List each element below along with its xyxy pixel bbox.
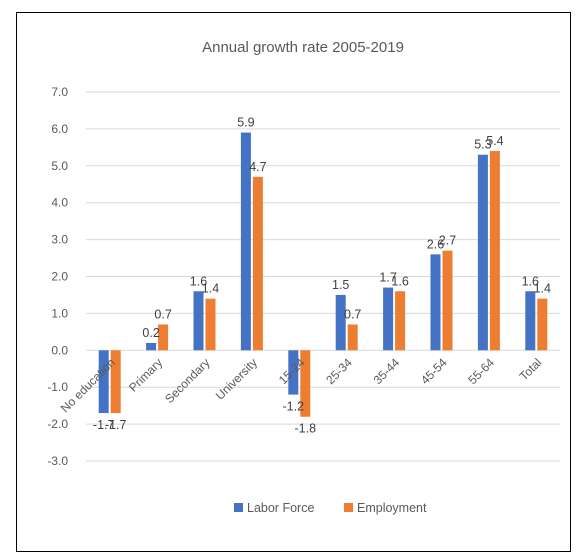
x-tick-label: 55-64	[465, 355, 497, 387]
bar-employment	[537, 298, 548, 351]
bars	[98, 132, 548, 417]
data-label: -1.2	[283, 400, 305, 414]
bar-employment	[158, 324, 169, 351]
data-label: 2.7	[439, 234, 456, 248]
bar-employment	[347, 324, 358, 351]
bar-employment	[300, 350, 311, 417]
x-tick-label: Total	[517, 356, 545, 384]
y-tick-label: 4.0	[51, 196, 68, 210]
data-label: 1.5	[332, 278, 349, 292]
bar-employment	[395, 291, 406, 351]
y-tick-label: 2.0	[51, 270, 68, 284]
bar-labor-force	[430, 254, 441, 351]
data-label: 5.9	[237, 116, 254, 130]
x-tick-label: Primary	[126, 356, 165, 395]
y-axis-ticks: 7.0 6.0 5.0 4.0 3.0 2.0 1.0 0.0 -1.0 -2.0 -3.0	[47, 85, 68, 468]
legend: Labor Force Employment	[234, 501, 427, 515]
bar-labor-force	[335, 294, 346, 351]
data-label: 1.4	[534, 282, 551, 296]
bar-employment	[252, 176, 263, 351]
bar-labor-force	[146, 342, 157, 351]
data-label: 0.7	[154, 307, 171, 321]
data-label: -1.8	[295, 422, 317, 436]
legend-swatch	[234, 503, 243, 512]
legend-swatch	[344, 503, 353, 512]
data-label: 2.6	[427, 237, 444, 251]
bar-chart: Annual growth rate 2005-2019 7.0 6.0 5.0 4.…	[47, 39, 560, 515]
y-tick-label: 5.0	[51, 159, 68, 173]
data-label: -1.7	[105, 418, 127, 432]
legend-label: Labor Force	[247, 501, 314, 515]
x-tick-label: Secondary	[162, 356, 212, 406]
bar-labor-force	[383, 287, 394, 351]
y-tick-label: 6.0	[51, 122, 68, 136]
y-tick-label: 3.0	[51, 233, 68, 247]
data-labels: -1.7 0.2 1.6 5.9 -1.2 1.5 1.7 2.6 5.3 1.6 -1.7 0.7 1…	[93, 116, 551, 436]
y-tick-label: -2.0	[47, 417, 68, 431]
data-label: 1.7	[379, 271, 396, 285]
data-label: 1.6	[522, 274, 539, 288]
bar-labor-force	[193, 291, 204, 351]
data-label: 5.4	[486, 134, 503, 148]
chart-title: Annual growth rate 2005-2019	[202, 39, 404, 56]
bar-employment	[442, 250, 453, 351]
bar-labor-force	[477, 154, 488, 351]
bar-employment	[489, 151, 500, 351]
x-tick-label: University	[213, 356, 260, 403]
bar-employment	[110, 350, 121, 414]
y-tick-label: 7.0	[51, 85, 68, 99]
data-label: 1.6	[391, 274, 408, 288]
data-label: 1.6	[190, 274, 207, 288]
x-tick-label: 35-44	[371, 355, 403, 387]
data-label: 0.7	[344, 307, 361, 321]
y-tick-label: -3.0	[47, 454, 68, 468]
data-label: 1.4	[202, 282, 219, 296]
x-tick-label: 25-34	[323, 355, 355, 387]
x-tick-label: 45-54	[418, 355, 450, 387]
y-tick-label: -1.0	[47, 380, 68, 394]
data-label: 5.3	[474, 138, 491, 152]
data-label: 4.7	[249, 160, 266, 174]
data-label: 0.2	[142, 326, 159, 340]
bar-labor-force	[288, 350, 299, 395]
bar-labor-force	[98, 350, 109, 414]
data-label: -1.7	[93, 418, 115, 432]
bar-employment	[205, 298, 216, 351]
y-tick-label: 1.0	[51, 306, 68, 320]
bar-labor-force	[240, 132, 251, 351]
legend-label: Employment	[357, 501, 427, 515]
y-tick-label: 0.0	[51, 343, 68, 357]
bar-labor-force	[525, 291, 536, 351]
